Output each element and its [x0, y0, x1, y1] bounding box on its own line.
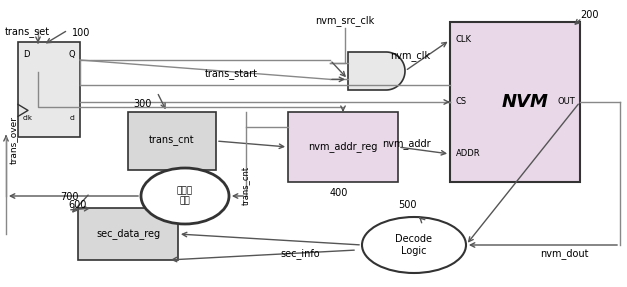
Text: CS: CS — [456, 98, 467, 106]
Text: nvm_dout: nvm_dout — [540, 248, 589, 259]
Text: nvm_addr_reg: nvm_addr_reg — [308, 141, 377, 152]
Bar — [288, 112, 398, 182]
Text: Q: Q — [68, 50, 75, 59]
Text: Decode
Logic: Decode Logic — [396, 234, 433, 256]
Text: 计数值
判断: 计数值 判断 — [177, 186, 193, 206]
Text: trans_cnt: trans_cnt — [241, 165, 251, 205]
Text: 700: 700 — [60, 192, 78, 202]
Text: trans_set: trans_set — [5, 28, 50, 38]
Text: 300: 300 — [133, 99, 151, 109]
Text: 100: 100 — [72, 28, 90, 38]
Text: 500: 500 — [398, 200, 416, 210]
Text: 400: 400 — [330, 188, 349, 198]
Text: NVM: NVM — [502, 93, 549, 111]
Text: CLK: CLK — [456, 36, 472, 44]
Polygon shape — [348, 52, 405, 90]
Text: 200: 200 — [580, 10, 599, 20]
Bar — [78, 208, 178, 260]
Ellipse shape — [362, 217, 466, 273]
Text: trans_cnt: trans_cnt — [149, 136, 195, 146]
Bar — [18, 42, 80, 137]
Text: ADDR: ADDR — [456, 150, 481, 158]
Text: nvm_clk: nvm_clk — [390, 50, 430, 61]
Bar — [128, 112, 216, 170]
Text: sec_data_reg: sec_data_reg — [96, 228, 160, 239]
Text: nvm_src_clk: nvm_src_clk — [315, 15, 374, 26]
Text: ⋅⋅: ⋅⋅ — [23, 54, 28, 60]
Ellipse shape — [141, 168, 229, 224]
Text: OUT: OUT — [557, 98, 575, 106]
Text: cl: cl — [69, 115, 75, 121]
Text: D: D — [23, 50, 29, 59]
Text: trans_over: trans_over — [9, 115, 19, 164]
Bar — [450, 22, 580, 182]
Text: nvm_addr: nvm_addr — [382, 138, 431, 149]
Text: 600: 600 — [68, 200, 87, 210]
Text: trans_start: trans_start — [205, 70, 258, 80]
Text: sec_info: sec_info — [280, 248, 320, 259]
Text: clk: clk — [23, 115, 33, 121]
